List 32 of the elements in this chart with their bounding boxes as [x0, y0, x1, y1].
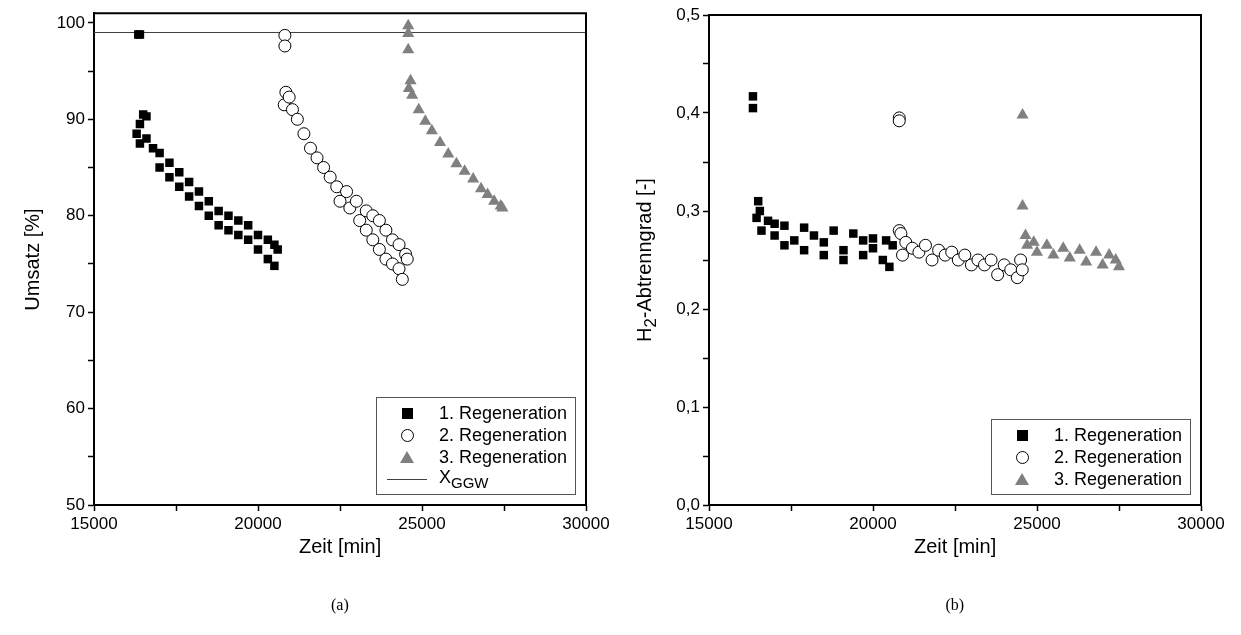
y-tick-label: 0,0 [676, 494, 700, 514]
y-tick-label: 50 [66, 494, 85, 514]
y-tick-label: 0,1 [676, 396, 700, 416]
y-tick-label: 0,4 [676, 102, 700, 122]
x-tick-label: 30000 [1177, 513, 1225, 533]
x-tick-label: 15000 [70, 513, 118, 533]
legend-label: 1. Regeneration [1054, 424, 1183, 446]
y-tick-label: 0,3 [676, 200, 700, 220]
legend-label: 2. Regeneration [439, 424, 568, 446]
x-tick-label: 15000 [685, 513, 733, 533]
x-axis-title: Zeit [min] [299, 535, 382, 558]
y-tick-label: 100 [56, 12, 85, 32]
x-tick-label: 20000 [849, 513, 897, 533]
y-tick-label: 80 [66, 205, 85, 225]
y-tick-label: 0,5 [676, 4, 700, 24]
text: (a) [331, 596, 349, 614]
x-tick-label: 20000 [234, 513, 282, 533]
x-axis-title: Zeit [min] [914, 535, 997, 558]
y-tick-label: 90 [66, 108, 85, 128]
x-tick-label: 30000 [562, 513, 610, 533]
legend-label: 2. Regeneration [1054, 446, 1183, 468]
legend-label: 3. Regeneration [1054, 468, 1183, 490]
legend-label: X$_{GGW}$ [439, 467, 489, 491]
x-tick-label: 25000 [1013, 513, 1061, 533]
x-tick-label: 25000 [398, 513, 446, 533]
y-axis-title: Umsatz [%] [20, 207, 44, 311]
y-tick-label: 60 [66, 398, 85, 418]
legend-label: 3. Regeneration [439, 446, 568, 468]
legend-label: 1. Regeneration [439, 402, 568, 424]
y-tick-label: 70 [66, 301, 85, 321]
y-tick-label: 0,2 [676, 298, 700, 318]
text: (b) [945, 596, 965, 614]
